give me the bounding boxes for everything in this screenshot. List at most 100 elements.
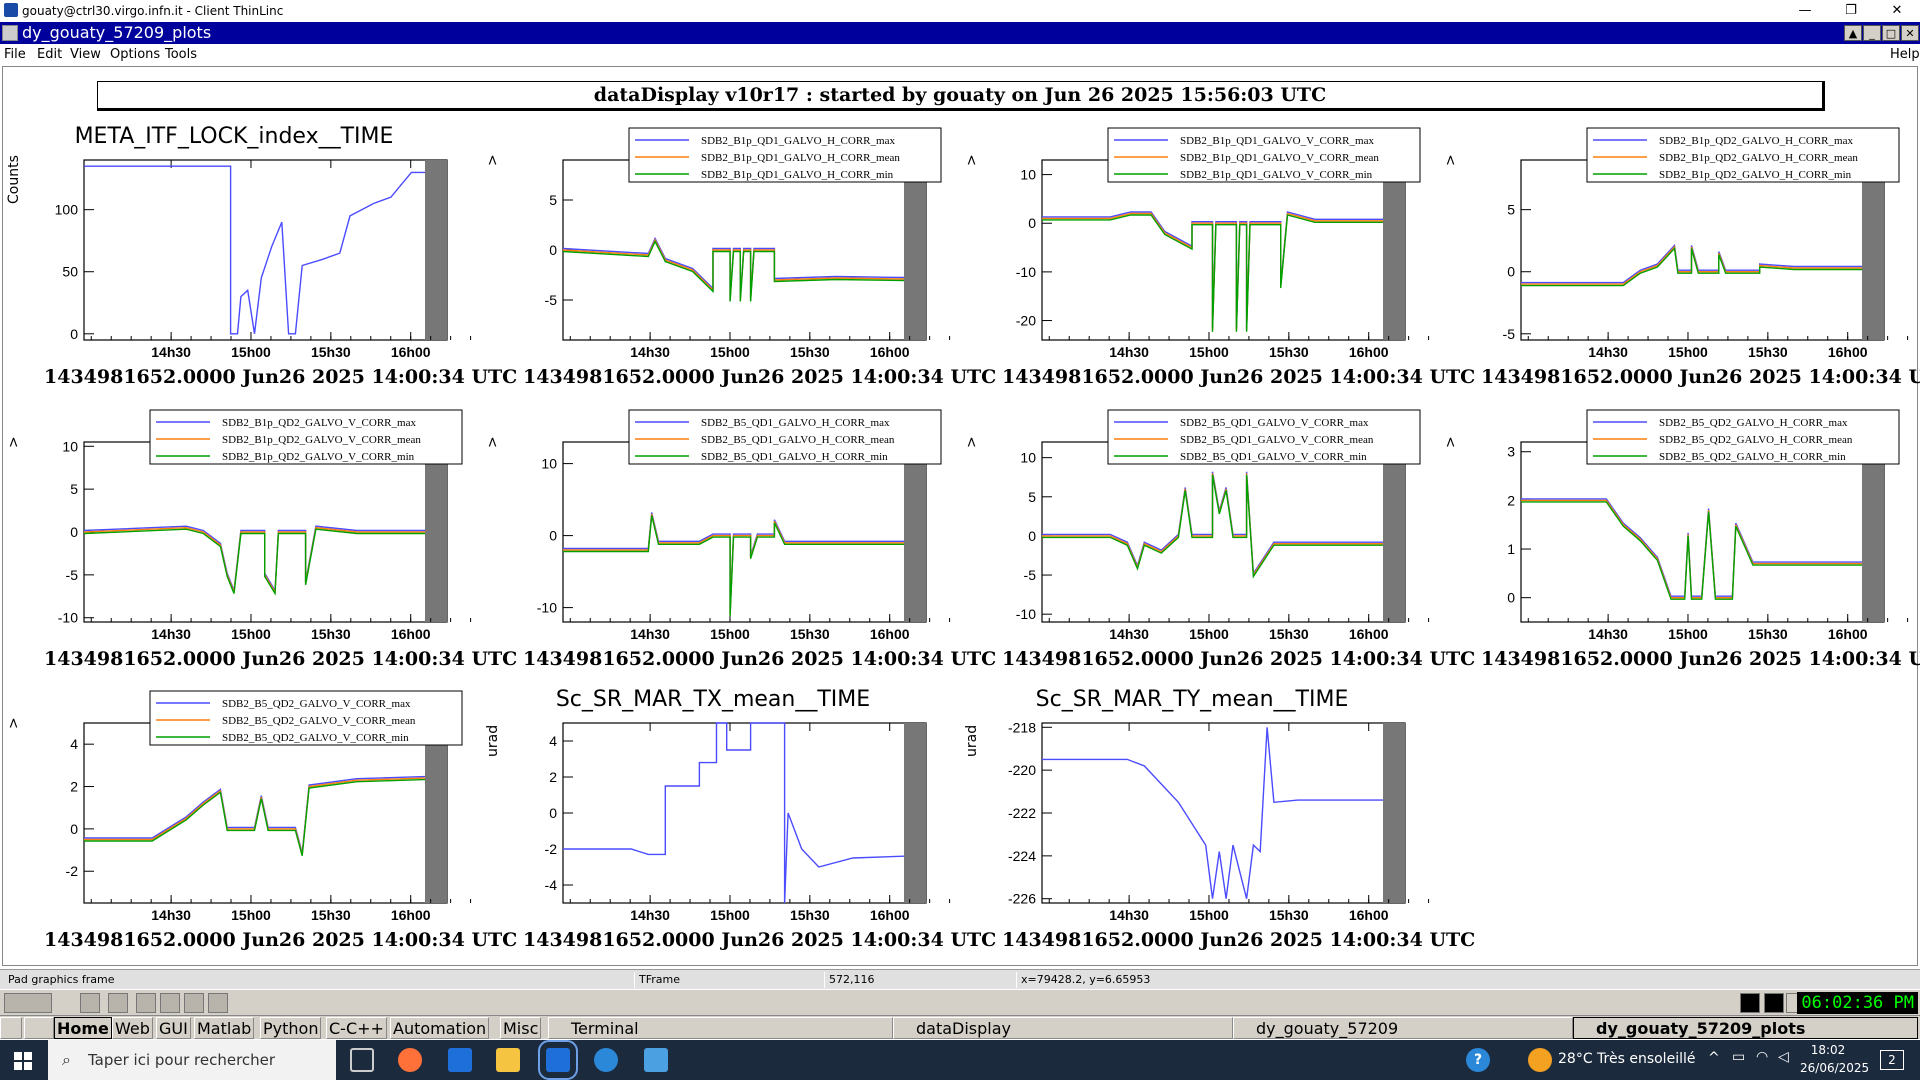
taskbar-time[interactable]: 18:02 <box>1810 1043 1846 1057</box>
task-terminal[interactable]: Terminal <box>548 1017 893 1039</box>
thinlinc-logo-icon <box>4 3 18 17</box>
menu-tools[interactable]: Tools <box>165 47 198 62</box>
firefox-icon[interactable] <box>398 1048 422 1072</box>
tab-matlab[interactable]: Matlab <box>194 1017 255 1039</box>
weather-icon[interactable] <box>1528 1048 1552 1072</box>
task-view-icon[interactable] <box>350 1048 374 1072</box>
maximize-button[interactable]: ❐ <box>1845 3 1857 18</box>
y-tick-label: -10 <box>1016 606 1036 622</box>
x-tick-label: 14h30 <box>1109 907 1149 923</box>
launcher-3-icon[interactable] <box>136 993 156 1013</box>
pad-2[interactable]: 14h30 15h00 15h30 16h00 5 0 -5 SDB2_B1p_QD1_GAL… <box>479 124 996 404</box>
timestamp-label: 1434981652.0000 Jun26 2025 14:00:34 UTC <box>1481 648 1920 670</box>
plot-svg: 14h30 15h00 15h30 16h00 -218 -220 -222 -224 -226 <box>1008 719 1430 923</box>
root-shade-button[interactable]: ▲ <box>1844 25 1862 41</box>
thinlinc-active-icon[interactable] <box>538 1040 578 1080</box>
help-icon[interactable]: ? <box>1466 1048 1490 1072</box>
pad-1[interactable]: 14h30 15h00 15h30 16h00 100 50 0 META_ITF_LOCK_… <box>0 124 517 404</box>
desktop-logo-icon[interactable] <box>4 993 52 1013</box>
launcher-6-icon[interactable] <box>208 993 228 1013</box>
root-maximize-button[interactable]: □ <box>1882 25 1900 41</box>
launcher-4-icon[interactable] <box>160 993 180 1013</box>
plot-frame <box>1041 159 1406 341</box>
launcher-5-icon[interactable] <box>184 993 204 1013</box>
pad-11[interactable]: 14h30 15h00 15h30 16h00 -218 -220 -222 -224 -226… <box>958 687 1475 967</box>
cpu-monitor-icon <box>1740 993 1760 1013</box>
wifi-icon[interactable]: ◠ <box>1756 1049 1769 1065</box>
task-dy-gouaty-plots[interactable]: dy_gouaty_57209_plots <box>1573 1017 1918 1039</box>
y-tick-label: -5 <box>1024 567 1037 583</box>
y-tick-label: 0 <box>549 805 557 821</box>
series-line <box>84 778 426 856</box>
y-tick-label: 0 <box>1507 590 1515 606</box>
gray-band <box>425 723 447 903</box>
menu-help[interactable]: Help <box>1890 47 1920 62</box>
app-orb-icon[interactable] <box>594 1048 618 1072</box>
volume-icon[interactable]: ◁ <box>1778 1049 1789 1065</box>
legend-entry: SDB2_B5_QD2_GALVO_V_CORR_min <box>222 732 409 744</box>
pad-4[interactable]: 14h30 15h00 15h30 16h00 5 0 -5 SDB2_B1p_QD2_GAL… <box>1437 124 1920 404</box>
status-class: TFrame <box>634 972 824 988</box>
legend: SDB2_B1p_QD1_GALVO_H_CORR_max SDB2_B1p_QD… <box>628 127 942 183</box>
notification-icon[interactable]: 2 <box>1880 1050 1904 1070</box>
y-axis-label: > <box>485 154 501 166</box>
gray-band <box>1862 160 1884 340</box>
tray-chevron-icon[interactable]: ^ <box>1708 1050 1720 1066</box>
minimize-button[interactable]: — <box>1798 3 1812 18</box>
app-photos-icon[interactable] <box>644 1048 668 1072</box>
root-close-button[interactable]: ✕ <box>1901 25 1919 41</box>
close-button[interactable]: ✕ <box>1891 3 1903 18</box>
tab-web[interactable]: Web <box>112 1017 153 1039</box>
status-object: Pad graphics frame <box>8 973 115 986</box>
menu-file[interactable]: File <box>4 47 26 62</box>
y-tick-label: -10 <box>1016 264 1036 280</box>
tab-gui[interactable]: GUI <box>156 1017 191 1039</box>
tab-home[interactable]: Home <box>54 1017 112 1039</box>
menu-view[interactable]: View <box>70 47 101 62</box>
taskbar-search[interactable]: ⌕ Taper ici pour rechercher <box>48 1040 336 1080</box>
pad-3[interactable]: 14h30 15h00 15h30 16h00 10 0 -10 -20 SDB2_B1p_QD… <box>958 124 1475 404</box>
x-tick-label: 14h30 <box>151 344 191 360</box>
y-tick-label: 10 <box>1020 167 1036 183</box>
pad-6[interactable]: 14h30 15h00 15h30 16h00 10 0 -10 SDB2_B5_QD1_GA… <box>479 406 996 686</box>
menu-edit[interactable]: Edit <box>37 47 63 62</box>
x-tick-label: 16h00 <box>870 344 910 360</box>
root-canvas[interactable] <box>2 66 1918 966</box>
gray-band <box>1383 723 1405 903</box>
tab-misc[interactable]: Misc <box>500 1017 542 1039</box>
y-tick-label: 3 <box>1507 444 1515 460</box>
y-tick-label: -5 <box>66 567 79 583</box>
pad-7[interactable]: 14h30 15h00 15h30 16h00 10 5 0 -5 -10 SDB2_B5_QD1… <box>958 406 1475 686</box>
display-banner: dataDisplay v10r17 : started by gouaty o… <box>97 81 1825 111</box>
x-tick-label: 15h30 <box>790 907 830 923</box>
pad-10[interactable]: 14h30 15h00 15h30 16h00 4 2 0 -2 -4 Sc_SR_MAR_TX_… <box>479 687 996 967</box>
legend-box <box>149 690 463 746</box>
pad-9[interactable]: 14h30 15h00 15h30 16h00 4 2 0 -2 SDB2_B5_QD2_GAL… <box>0 687 517 967</box>
y-tick-label: 0 <box>549 242 557 258</box>
task-datadisplay[interactable]: dataDisplay <box>893 1017 1233 1039</box>
tab-automation[interactable]: Automation <box>390 1017 490 1039</box>
tab-python[interactable]: Python <box>260 1017 322 1039</box>
windows-start-icon[interactable] <box>14 1052 32 1070</box>
window-list-icon[interactable] <box>24 1017 54 1039</box>
weather-text[interactable]: 28°C Très ensoleillé <box>1558 1051 1696 1067</box>
thinlinc-icon[interactable] <box>448 1048 472 1072</box>
taskbar-date[interactable]: 26/06/2025 <box>1800 1061 1870 1075</box>
y-tick-label: 100 <box>55 202 79 218</box>
tab-c-cpp[interactable]: C-C++ <box>326 1017 387 1039</box>
menu-options[interactable]: Options <box>110 47 161 62</box>
launcher-2-icon[interactable] <box>108 993 128 1013</box>
pad-8[interactable]: 14h30 15h00 15h30 16h00 3 2 1 0 SDB2_B5_QD2_GALV… <box>1437 406 1920 686</box>
root-minimize-button[interactable]: _ <box>1863 25 1881 41</box>
desktop-switch-icon[interactable] <box>0 1017 22 1039</box>
y-tick-label: 0 <box>70 821 78 837</box>
network-icon[interactable]: ▭ <box>1732 1049 1746 1065</box>
file-explorer-icon[interactable] <box>496 1048 520 1072</box>
status-pixel: 572,116 <box>824 972 1016 988</box>
launcher-1-icon[interactable] <box>80 993 100 1013</box>
y-tick-label: -224 <box>1008 848 1036 864</box>
pad-5[interactable]: 14h30 15h00 15h30 16h00 10 5 0 -5 -10 SDB2_B1p_QD… <box>0 406 517 686</box>
legend-box <box>1586 409 1900 465</box>
y-tick-label: 4 <box>549 733 557 749</box>
task-dy-gouaty[interactable]: dy_gouaty_57209 <box>1233 1017 1573 1039</box>
